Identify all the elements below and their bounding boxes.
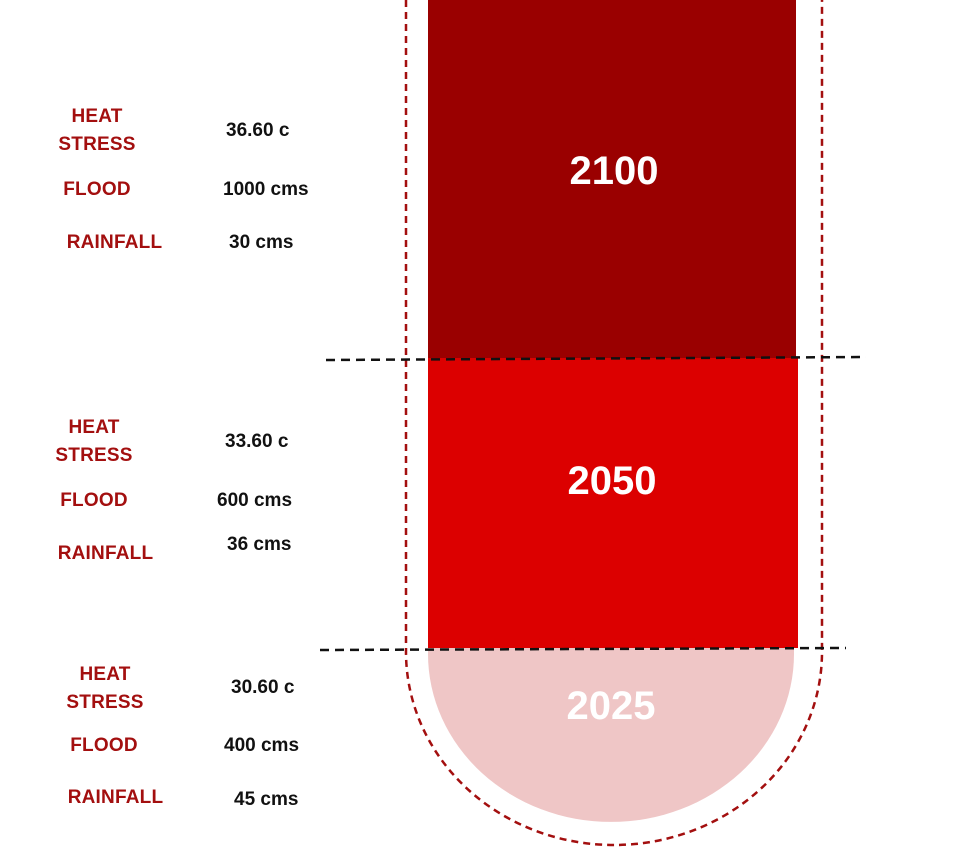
year-label-2100: 2100 (569, 149, 659, 193)
divider-2100-2050 (325, 355, 867, 362)
heat-stress-value-2050: 33.60 c (225, 431, 289, 452)
heat-stress-value-2025: 30.60 c (231, 677, 295, 698)
band-2025-bulb (428, 648, 794, 822)
heat-stress-label-2025: HEAT STRESS (66, 664, 144, 713)
flood-label-2050: FLOOD (60, 490, 128, 511)
rainfall-label-2100: RAINFALL (66, 232, 163, 253)
thermometer-outline (404, 0, 824, 847)
heat-stress-value-2100: 36.60 c (226, 120, 290, 141)
flood-label-2100: FLOOD (63, 179, 131, 200)
rainfall-label-2025: RAINFALL (67, 787, 164, 808)
rainfall-label-2050: RAINFALL (57, 543, 154, 564)
rainfall-value-2050: 36 cms (227, 534, 292, 555)
divider-2050-2025 (319, 646, 847, 652)
year-label-2050: 2050 (567, 459, 657, 503)
flood-label-2025: FLOOD (70, 735, 138, 756)
heat-stress-label-2100: HEAT STRESS (58, 106, 136, 155)
heat-stress-label-2050: HEAT STRESS (55, 417, 133, 466)
flood-value-2050: 600 cms (217, 490, 293, 511)
band-2100 (428, 0, 796, 358)
year-label-2025: 2025 (566, 684, 656, 728)
rainfall-value-2100: 30 cms (229, 232, 294, 253)
flood-value-2100: 1000 cms (223, 179, 309, 200)
band-2050 (428, 358, 798, 648)
rainfall-value-2025: 45 cms (234, 789, 299, 810)
flood-value-2025: 400 cms (224, 735, 300, 756)
